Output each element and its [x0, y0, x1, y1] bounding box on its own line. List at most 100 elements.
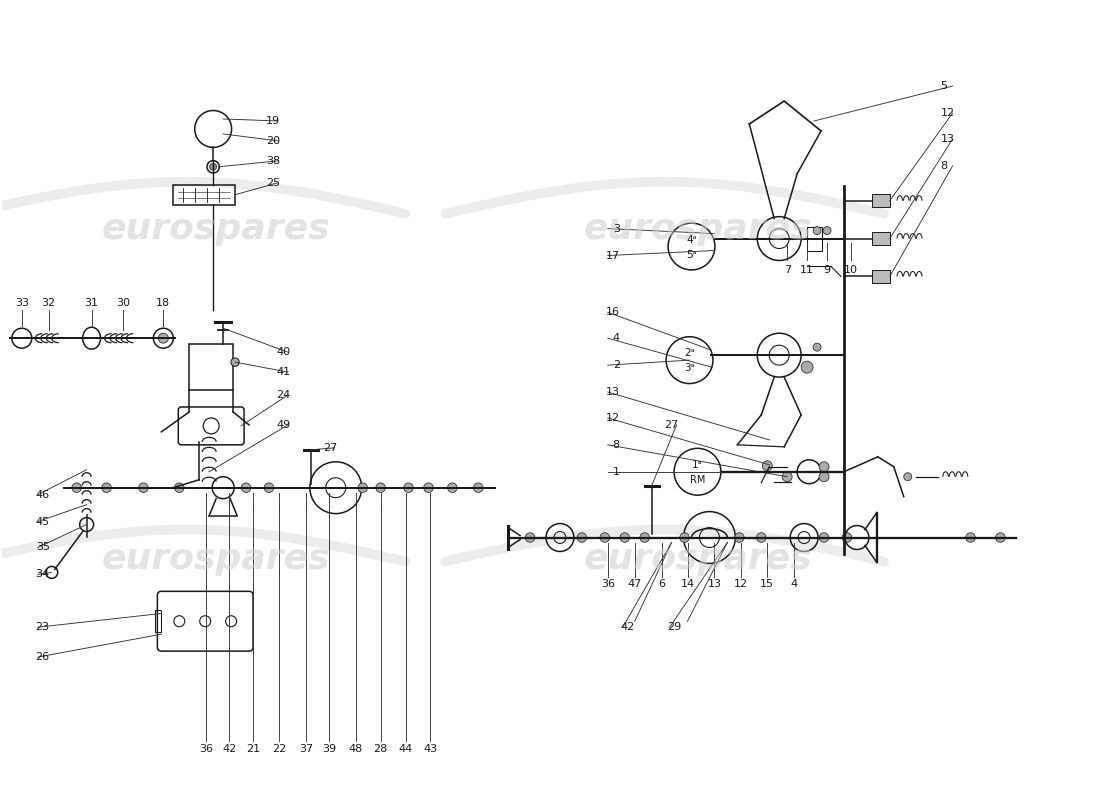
Circle shape	[813, 226, 821, 234]
Text: 29: 29	[668, 622, 682, 632]
Bar	[872, 270, 890, 283]
Text: 27: 27	[664, 420, 679, 430]
Circle shape	[600, 533, 609, 542]
Text: 12: 12	[940, 108, 955, 118]
Text: 3: 3	[613, 223, 619, 234]
Circle shape	[820, 462, 829, 472]
Text: 20: 20	[266, 136, 280, 146]
Text: RM: RM	[690, 474, 705, 485]
Circle shape	[823, 226, 830, 234]
Bar	[872, 194, 890, 207]
Circle shape	[175, 483, 184, 493]
Text: 36: 36	[601, 579, 615, 590]
Text: 37: 37	[299, 744, 312, 754]
Circle shape	[358, 483, 367, 493]
Circle shape	[376, 483, 385, 493]
Text: 42: 42	[222, 744, 236, 754]
Circle shape	[757, 533, 766, 542]
Circle shape	[820, 472, 829, 482]
Bar	[872, 232, 890, 245]
Circle shape	[578, 533, 586, 542]
Text: eurospares: eurospares	[584, 542, 812, 577]
Circle shape	[139, 483, 148, 493]
Text: 33: 33	[14, 298, 29, 308]
Text: 31: 31	[85, 298, 99, 308]
Circle shape	[424, 483, 433, 493]
Text: 43: 43	[424, 744, 438, 754]
Circle shape	[680, 533, 690, 542]
Bar	[807, 226, 822, 250]
Circle shape	[264, 483, 274, 493]
Text: 41: 41	[276, 367, 290, 377]
Text: 2ᵃ: 2ᵃ	[684, 348, 695, 358]
Text: 17: 17	[606, 250, 619, 261]
Text: 26: 26	[35, 652, 50, 662]
Circle shape	[843, 533, 851, 542]
Text: 28: 28	[374, 744, 387, 754]
Text: 44: 44	[398, 744, 412, 754]
Circle shape	[966, 533, 976, 542]
Circle shape	[448, 483, 458, 493]
Text: 21: 21	[246, 744, 260, 754]
Text: 36: 36	[199, 744, 213, 754]
Text: 15: 15	[760, 579, 774, 590]
Circle shape	[996, 533, 1005, 542]
Bar	[189, 344, 233, 390]
Text: 7: 7	[783, 266, 791, 275]
Circle shape	[820, 533, 828, 542]
Text: eurospares: eurospares	[101, 211, 330, 246]
Text: 27: 27	[322, 443, 337, 453]
Text: 24: 24	[276, 390, 290, 400]
Circle shape	[231, 358, 240, 366]
Text: 49: 49	[276, 420, 290, 430]
Text: 4ᵃ: 4ᵃ	[686, 234, 696, 245]
Text: 10: 10	[844, 266, 858, 275]
Text: 14: 14	[681, 579, 694, 590]
Text: eurospares: eurospares	[584, 211, 812, 246]
Circle shape	[904, 473, 912, 481]
Circle shape	[782, 472, 792, 482]
Circle shape	[801, 361, 813, 373]
Text: 18: 18	[156, 298, 170, 308]
Text: 39: 39	[321, 744, 336, 754]
Circle shape	[241, 483, 251, 493]
Text: 6: 6	[658, 579, 666, 590]
Circle shape	[813, 343, 821, 351]
Text: 1: 1	[613, 466, 619, 477]
Text: 35: 35	[35, 542, 50, 553]
Text: 16: 16	[606, 307, 619, 318]
Text: 34: 34	[35, 570, 50, 579]
Text: 2: 2	[613, 360, 619, 370]
Text: 13: 13	[707, 579, 722, 590]
Text: 23: 23	[35, 622, 50, 632]
Text: 42: 42	[620, 622, 635, 632]
Circle shape	[158, 334, 168, 343]
Text: 22: 22	[272, 744, 286, 754]
Circle shape	[404, 483, 414, 493]
Circle shape	[102, 483, 111, 493]
Bar	[155, 610, 162, 632]
Circle shape	[72, 483, 81, 493]
Text: eurospares: eurospares	[101, 542, 330, 577]
Circle shape	[640, 533, 649, 542]
Text: 32: 32	[42, 298, 56, 308]
Text: 47: 47	[628, 579, 641, 590]
Text: 48: 48	[349, 744, 363, 754]
Text: 25: 25	[266, 178, 280, 188]
Text: 12: 12	[606, 413, 619, 423]
Text: 38: 38	[266, 156, 280, 166]
Text: 12: 12	[735, 579, 748, 590]
Text: 5ᵃ: 5ᵃ	[686, 250, 696, 259]
Text: 9: 9	[824, 266, 830, 275]
Text: 8: 8	[940, 161, 948, 171]
Circle shape	[620, 533, 629, 542]
Circle shape	[526, 533, 535, 542]
Text: 3ᵃ: 3ᵃ	[684, 363, 695, 373]
Circle shape	[735, 533, 744, 542]
Circle shape	[210, 163, 217, 170]
Text: 45: 45	[35, 517, 50, 526]
Circle shape	[473, 483, 483, 493]
Text: 13: 13	[940, 134, 955, 144]
Text: 4: 4	[613, 334, 619, 343]
Text: 8: 8	[613, 440, 619, 450]
